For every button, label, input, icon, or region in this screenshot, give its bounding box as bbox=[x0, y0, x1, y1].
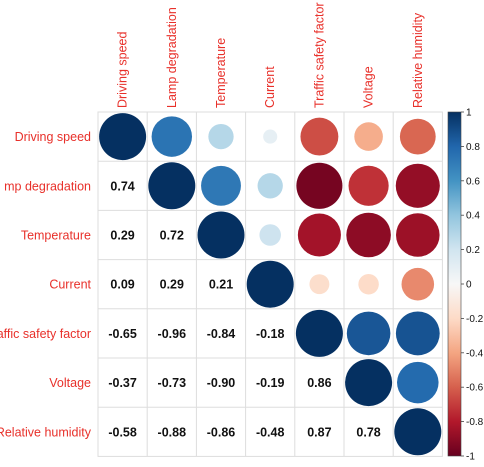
correlation-circle bbox=[399, 118, 436, 155]
column-label: Voltage bbox=[362, 66, 376, 108]
row-label: affic safety factor bbox=[0, 327, 91, 341]
correlation-circle bbox=[151, 116, 193, 157]
matrix-grid bbox=[97, 111, 443, 457]
correlation-circle bbox=[300, 117, 339, 156]
correlation-circle bbox=[246, 260, 294, 308]
correlation-value: -0.48 bbox=[256, 425, 285, 439]
correlation-circle bbox=[197, 211, 245, 259]
colorbar-tick-label: 0.2 bbox=[466, 245, 480, 256]
column-label: Traffic safety factor bbox=[312, 2, 326, 108]
correlation-value: 0.72 bbox=[160, 229, 184, 243]
correlation-value: -0.18 bbox=[256, 327, 285, 341]
colorbar-tick-label: 0.6 bbox=[466, 176, 480, 187]
correlation-value: -0.88 bbox=[158, 425, 187, 439]
colorbar: 1 0.8 0.6 0.4 0.2 0 -0.2 -0.4 -0.6 -0.8 -1 bbox=[447, 108, 484, 463]
column-labels: Driving speed Lamp degradation Temperature… bbox=[116, 2, 425, 108]
row-label: Temperature bbox=[21, 229, 91, 243]
column-label: Relative humidity bbox=[411, 12, 425, 108]
correlation-circle bbox=[346, 212, 391, 258]
correlation-value: -0.65 bbox=[108, 327, 137, 341]
row-label: Voltage bbox=[49, 376, 91, 390]
correlation-value: 0.87 bbox=[307, 425, 331, 439]
colorbar-gradient bbox=[447, 111, 462, 457]
correlation-value: -0.84 bbox=[207, 327, 236, 341]
correlation-circle bbox=[99, 113, 147, 161]
correlation-value: -0.86 bbox=[207, 425, 236, 439]
correlation-circle bbox=[148, 162, 196, 210]
correlation-circle bbox=[208, 123, 234, 150]
row-label: Driving speed bbox=[15, 130, 91, 144]
row-label: Relative humidity bbox=[0, 425, 92, 439]
row-label: Current bbox=[49, 278, 91, 292]
correlation-value: -0.90 bbox=[207, 376, 236, 390]
correlation-value: 0.78 bbox=[356, 425, 380, 439]
correlation-value: 0.29 bbox=[110, 229, 134, 243]
column-label: Temperature bbox=[214, 38, 228, 108]
correlation-circle bbox=[296, 162, 343, 209]
colorbar-tick-label: -0.4 bbox=[466, 348, 484, 359]
correlation-circle bbox=[394, 408, 442, 456]
column-label: Current bbox=[263, 66, 277, 108]
correlation-circle bbox=[348, 165, 389, 206]
row-labels: Driving speed mp degradation Temperature Cu… bbox=[0, 130, 92, 439]
correlation-circle bbox=[259, 224, 281, 246]
correlation-circle bbox=[345, 359, 393, 407]
correlation-circle bbox=[396, 213, 440, 257]
correlation-circle bbox=[201, 165, 241, 206]
correlation-circle bbox=[395, 163, 440, 208]
correlation-value: -0.58 bbox=[108, 425, 137, 439]
correlation-value: -0.73 bbox=[158, 376, 187, 390]
colorbar-tick-label: 0 bbox=[466, 280, 472, 291]
row-label: mp degradation bbox=[4, 179, 91, 193]
colorbar-tick-label: 0.8 bbox=[466, 142, 480, 153]
correlation-value: -0.96 bbox=[158, 327, 187, 341]
correlation-circle bbox=[395, 311, 440, 356]
correlation-value: 0.74 bbox=[110, 179, 134, 193]
correlation-value: 0.21 bbox=[209, 278, 233, 292]
colorbar-tick-label: 1 bbox=[466, 108, 472, 119]
correlation-value: 0.09 bbox=[110, 278, 134, 292]
correlation-circle bbox=[358, 273, 379, 295]
correlation-value: -0.37 bbox=[108, 376, 137, 390]
colorbar-tick-label: -0.6 bbox=[466, 383, 484, 394]
colorbar-tick-label: 0.4 bbox=[466, 211, 480, 222]
correlation-circle bbox=[295, 309, 343, 357]
correlation-circle bbox=[397, 361, 439, 404]
correlation-circle bbox=[309, 274, 330, 295]
matrix-cells: 0.74 0.29 0.72 0.09 0.29 0.21 -0.65 -0.96 -0.84 -… bbox=[99, 113, 442, 456]
correlation-value: -0.19 bbox=[256, 376, 285, 390]
correlation-circle bbox=[354, 122, 383, 151]
correlation-circle bbox=[263, 129, 278, 144]
correlation-circle bbox=[257, 173, 283, 199]
grid-border bbox=[97, 111, 443, 457]
column-label: Lamp degradation bbox=[165, 7, 179, 108]
colorbar-tick-label: -0.2 bbox=[466, 314, 484, 325]
correlation-circle bbox=[401, 267, 435, 301]
correlation-circle bbox=[346, 311, 391, 356]
correlation-value: 0.86 bbox=[307, 376, 331, 390]
column-label: Driving speed bbox=[116, 32, 130, 108]
correlation-circle bbox=[297, 213, 341, 257]
colorbar-tick-label: -1 bbox=[466, 452, 475, 463]
correlation-value: 0.29 bbox=[160, 278, 184, 292]
colorbar-tick-label: -0.8 bbox=[466, 417, 484, 428]
